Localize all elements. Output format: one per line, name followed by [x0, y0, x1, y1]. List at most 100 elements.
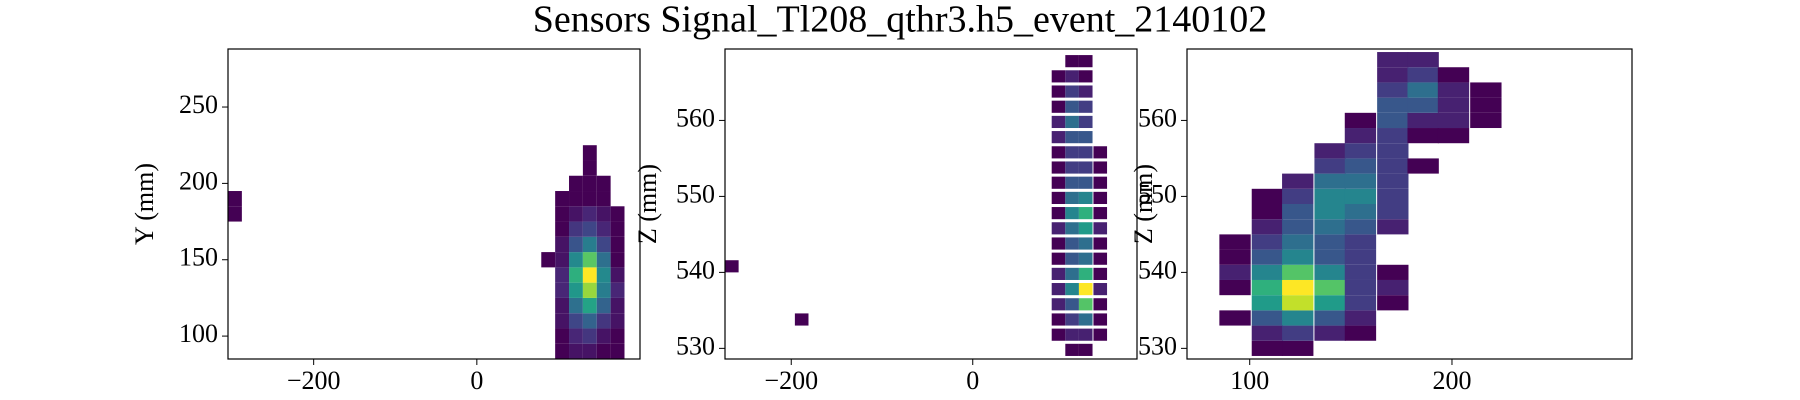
heatmap-cell [1093, 222, 1108, 235]
y-tick-label: 540 [676, 255, 715, 284]
heatmap-cell [555, 221, 570, 237]
heatmap-cell [1065, 55, 1079, 68]
y-tick-label: 150 [179, 243, 218, 272]
heatmap-cell [555, 206, 570, 222]
heatmap-cell [1093, 252, 1108, 265]
heatmap-cell [1314, 249, 1346, 265]
heatmap-cell [596, 252, 611, 268]
heatmap-cell [1093, 267, 1108, 280]
heatmap-cell [1251, 188, 1284, 204]
heatmap [1219, 52, 1502, 356]
heatmap-cell [1065, 85, 1079, 98]
heatmap [725, 55, 1108, 356]
heatmap-cell [1078, 343, 1093, 356]
heatmap-cell [1051, 328, 1066, 341]
heatmap-cell [610, 328, 625, 344]
heatmap-cell [1219, 264, 1251, 280]
heatmap-cell [555, 282, 570, 298]
heatmap-cell [1314, 173, 1346, 189]
heatmap-cell [1065, 328, 1079, 341]
heatmap-cell [1065, 237, 1079, 250]
heatmap-cell [596, 313, 611, 329]
heatmap-cell [596, 221, 611, 237]
heatmap-cell [1078, 267, 1093, 280]
heatmap-cell [1219, 310, 1251, 326]
heatmap-cell [582, 282, 597, 298]
heatmap-cell [1437, 97, 1470, 113]
heatmap-cell [1437, 128, 1470, 144]
heatmap-cell [1219, 234, 1251, 250]
heatmap-cell [610, 282, 625, 298]
heatmap-cell [1314, 310, 1346, 326]
heatmap-cell [1078, 283, 1093, 296]
heatmap-cell [1078, 313, 1093, 326]
heatmap-cell [1407, 158, 1439, 174]
heatmap-cell [569, 191, 583, 207]
heatmap-cell [596, 343, 611, 359]
heatmap-cell [1051, 70, 1066, 83]
heatmap-cell [1051, 85, 1066, 98]
heatmap-cell [1377, 82, 1409, 98]
heatmap-cell [1344, 295, 1377, 311]
heatmap-cell [1065, 146, 1079, 159]
y-axis-label: Z (mm) [633, 164, 662, 244]
heatmap-cell [1051, 252, 1066, 265]
heatmap-cell [1219, 249, 1251, 265]
heatmap-cell [1377, 52, 1409, 68]
heatmap-cell [569, 221, 583, 237]
heatmap-cell [1065, 115, 1079, 129]
heatmap-cell [1282, 264, 1314, 280]
heatmap-cell [610, 267, 625, 283]
y-tick-label: 200 [179, 166, 218, 195]
heatmap-cell [1093, 237, 1108, 250]
heatmap-cell [1078, 207, 1093, 220]
heatmap-cell [1377, 219, 1409, 235]
heatmap-cell [228, 191, 242, 207]
heatmap-cell [1093, 328, 1108, 341]
heatmap-cell [582, 175, 597, 192]
heatmap-cell [1407, 52, 1439, 68]
heatmap-cell [569, 206, 583, 222]
heatmap-cell [1251, 234, 1284, 250]
heatmap-cell [1065, 222, 1079, 235]
x-tick-label: 100 [1230, 366, 1269, 395]
heatmap-cell [582, 191, 597, 207]
heatmap-cell [1282, 310, 1314, 326]
heatmap-cell [1078, 100, 1093, 113]
heatmap-cell [1314, 264, 1346, 280]
heatmap-cell [610, 221, 625, 237]
heatmap-cell [1093, 313, 1108, 326]
x-tick-label: −200 [287, 366, 341, 395]
heatmap-cell [1251, 340, 1284, 356]
heatmap-cell [1251, 264, 1284, 280]
figure-title: Sensors Signal_Tl208_qthr3.h5_event_2140… [533, 0, 1268, 41]
heatmap-cell [1377, 112, 1409, 129]
heatmap-cell [1078, 115, 1093, 129]
heatmap-cell [555, 343, 570, 359]
heatmap-cell [1344, 188, 1377, 204]
heatmap-cell [1051, 191, 1066, 204]
heatmap-cell [596, 206, 611, 222]
heatmap-cell [1093, 283, 1108, 296]
heatmap-cell [582, 297, 597, 314]
heatmap-cell [1282, 204, 1314, 220]
heatmap-cell [582, 328, 597, 344]
heatmap-cell [610, 236, 625, 253]
heatmap-cell [569, 267, 583, 283]
heatmap-cell [1051, 131, 1066, 144]
heatmap-cell [1377, 295, 1409, 311]
heatmap-cell [1282, 188, 1314, 204]
heatmap-cell [1282, 340, 1314, 356]
axes-frame [724, 48, 1138, 360]
y-tick-label: 560 [676, 103, 715, 132]
heatmap-cell [1078, 70, 1093, 83]
heatmap-cell [1344, 219, 1377, 235]
heatmap-cell [596, 175, 611, 192]
heatmap-cell [1377, 67, 1409, 83]
heatmap-cell [1051, 100, 1066, 113]
heatmap-cell [1282, 249, 1314, 265]
heatmap-cell [1344, 204, 1377, 220]
heatmap-cell [1282, 219, 1314, 235]
